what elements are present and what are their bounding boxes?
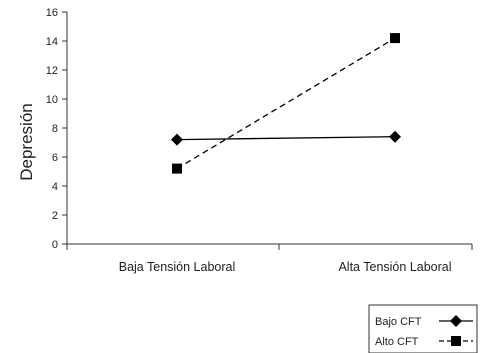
- legend-marker: [451, 336, 461, 346]
- data-point: [389, 130, 401, 143]
- y-tick-label: 14: [46, 36, 58, 48]
- data-point: [171, 133, 183, 146]
- legend: Bajo CFT Alto CFT: [368, 304, 478, 353]
- series-bajo-cft: [171, 130, 401, 146]
- series-line: [176, 136, 396, 141]
- legend-items: Bajo CFT Alto CFT: [375, 315, 473, 348]
- y-tick-label: 16: [46, 7, 58, 19]
- y-tick-label: 12: [46, 65, 58, 77]
- data-point: [390, 33, 400, 44]
- y-ticks: 0 2 4 6 8 10 12 14 16: [46, 7, 67, 251]
- y-tick-label: 10: [46, 94, 58, 106]
- series-alto-cft: [172, 33, 400, 174]
- data-point: [172, 163, 182, 174]
- y-tick-label: 8: [52, 123, 58, 135]
- series-line: [176, 37, 396, 170]
- y-tick-label: 2: [52, 210, 58, 222]
- x-category-label: Alta Tensión Laboral: [338, 260, 451, 274]
- y-tick-label: 4: [52, 181, 58, 193]
- y-axis-title: Depresión: [17, 103, 36, 181]
- x-category-label: Baja Tensión Laboral: [119, 260, 236, 274]
- legend-marker: [450, 315, 462, 327]
- legend-label: Bajo CFT: [375, 316, 422, 328]
- series-layer: [171, 33, 401, 174]
- y-tick-label: 6: [52, 152, 58, 164]
- legend-label: Alto CFT: [375, 336, 419, 348]
- y-tick-label: 0: [52, 239, 58, 251]
- x-ticks: Baja Tensión Laboral Alta Tensión Laboral: [66, 244, 473, 274]
